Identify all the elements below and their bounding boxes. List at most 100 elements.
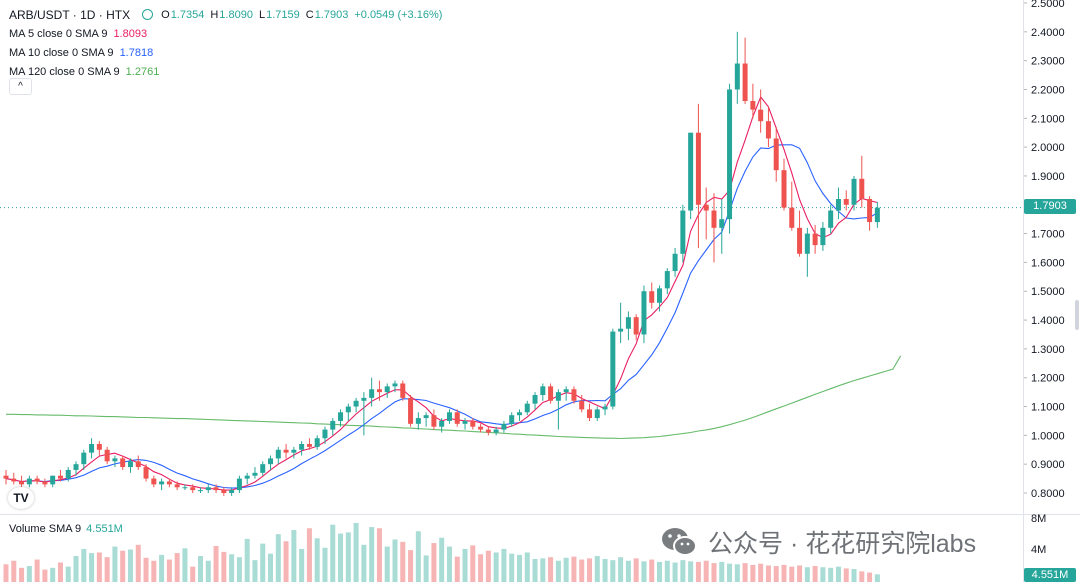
volume-bar <box>672 562 678 582</box>
volume-bar <box>454 556 460 582</box>
volume-bar <box>306 528 312 582</box>
candle-body <box>719 219 725 228</box>
volume-bar <box>260 543 266 582</box>
volume-value: 4.551M <box>86 523 123 535</box>
volume-bar <box>446 546 452 582</box>
ma5-label: MA 5 close 0 SMA 9 <box>9 27 108 40</box>
candle-body <box>439 420 445 427</box>
candle-body <box>19 481 25 485</box>
volume-bar <box>96 552 102 582</box>
volume-bar <box>851 569 857 582</box>
axis-scroll-handle[interactable] <box>1075 300 1079 330</box>
volume-bar <box>361 544 367 582</box>
volume-bar <box>548 557 554 582</box>
volume-bar <box>703 560 709 582</box>
candle-body <box>291 449 297 453</box>
volume-bar <box>664 560 670 582</box>
high-label: H <box>210 8 219 21</box>
volume-bar <box>42 569 48 582</box>
candle-body <box>657 288 663 303</box>
legend-collapse-button[interactable]: ^ <box>9 78 32 95</box>
candle-body <box>73 464 79 470</box>
indicator-ma5[interactable]: MA 5 close 0 SMA 9 1.8093 <box>9 24 448 43</box>
volume-bar <box>695 561 701 582</box>
candle-body <box>587 409 592 419</box>
volume-bar <box>205 560 211 582</box>
candle-body <box>446 412 452 421</box>
indicator-ma120[interactable]: MA 120 close 0 SMA 9 1.2761 <box>9 62 448 81</box>
candle-body <box>353 400 359 407</box>
volume-bar <box>408 550 414 582</box>
ma10-label: MA 10 close 0 SMA 9 <box>9 46 114 59</box>
volume-bar <box>859 571 865 582</box>
volume-bar <box>680 560 686 582</box>
candle-body <box>835 199 841 211</box>
volume-bar <box>633 558 639 582</box>
candle-body <box>244 475 250 479</box>
candle-body <box>820 227 826 246</box>
volume-bar <box>322 547 328 582</box>
candle-body <box>618 328 624 332</box>
tradingview-logo[interactable]: TV <box>8 487 34 509</box>
volume-bar <box>719 561 725 582</box>
watermark-text: 公众号 · 花花研究院labs <box>708 530 977 558</box>
candle-body <box>120 458 126 468</box>
candle-body <box>804 233 810 254</box>
candle-body <box>127 461 133 468</box>
volume-bar <box>874 574 880 582</box>
indicator-ma10[interactable]: MA 10 close 0 SMA 9 1.7818 <box>9 43 448 62</box>
volume-bar <box>26 566 32 582</box>
volume-bar <box>174 553 180 582</box>
volume-bar <box>338 533 344 582</box>
volume-bar <box>571 556 577 582</box>
candle-body <box>680 210 686 254</box>
candle-body <box>345 406 351 413</box>
volume-label: Volume SMA 9 <box>9 523 82 535</box>
candle-body <box>532 395 538 404</box>
candle-body <box>135 461 141 468</box>
high-value: 1.8090 <box>219 8 253 21</box>
price-tick-label: 2.3000 <box>1031 56 1065 68</box>
volume-legend[interactable]: Volume SMA 9 4.551M <box>9 523 123 535</box>
candle-body <box>524 403 530 413</box>
candle-body <box>641 291 647 335</box>
candle-body <box>384 386 390 393</box>
volume-bar <box>563 557 569 582</box>
volume-bar <box>804 567 810 582</box>
volume-bar <box>345 532 351 582</box>
candle-body <box>205 487 211 491</box>
candle-body <box>330 420 336 430</box>
symbol-title[interactable]: ARB/USDT · 1D · HTX <box>9 7 131 22</box>
volume-bar <box>50 567 56 582</box>
volume-bar <box>81 548 87 582</box>
ma10-line <box>5 144 878 489</box>
candle-body <box>252 472 258 476</box>
candle-body <box>571 389 577 401</box>
candle-body <box>509 415 515 424</box>
volume-bar <box>135 544 141 582</box>
candle-body <box>11 478 17 482</box>
volume-bar <box>244 538 250 582</box>
volume-bar <box>688 561 694 582</box>
volume-bar <box>236 557 242 582</box>
candle-body <box>874 207 880 223</box>
candle-body <box>89 444 95 453</box>
candle-body <box>594 409 600 419</box>
volume-bar <box>711 563 717 582</box>
candle-body <box>221 490 227 493</box>
chevron-up-icon: ^ <box>18 81 23 92</box>
chart-legend: ARB/USDT · 1D · HTX O 1.7354 H 1.8090 L 1.7… <box>9 5 448 81</box>
volume-bar <box>198 556 203 582</box>
volume-bar <box>213 545 219 582</box>
price-tick-label: 2.1000 <box>1031 113 1065 125</box>
volume-bar <box>11 560 17 582</box>
volume-bar <box>828 567 834 582</box>
volume-bar <box>151 560 157 582</box>
volume-bar <box>727 563 733 582</box>
candle-body <box>672 253 678 272</box>
candle-body <box>742 63 748 101</box>
candle-body <box>112 458 118 462</box>
candle-body <box>633 317 639 335</box>
